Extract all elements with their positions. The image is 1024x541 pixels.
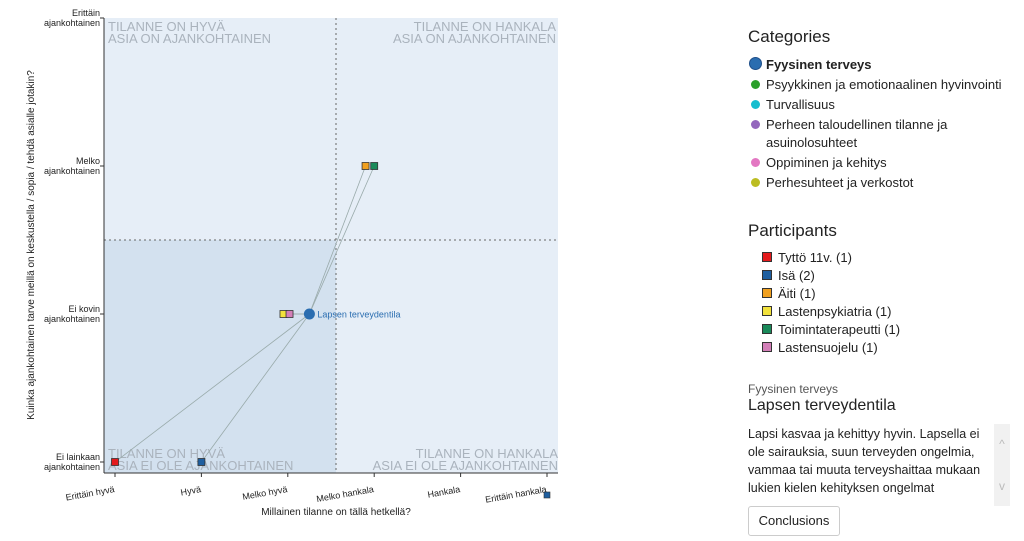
participant-label: Äiti (1): [778, 286, 816, 301]
answer-marker[interactable]: [370, 162, 379, 170]
y-axis-title: Kuinka ajankohtainen tarve meillä on kes…: [26, 70, 37, 420]
category-dot-icon: [751, 80, 760, 89]
x-tick-label: Hyvä: [180, 484, 202, 497]
participant-item[interactable]: Lastenpsykiatria (1): [762, 303, 1002, 321]
answer-marker[interactable]: [111, 458, 119, 466]
y-tick-label: Ei kovin: [68, 304, 100, 314]
category-item[interactable]: Perhesuhteet ja verkostot: [748, 174, 1013, 192]
participant-square-icon: [762, 270, 772, 280]
y-tick-label: Ei lainkaan: [56, 452, 100, 462]
connector-line: [309, 165, 366, 315]
quadrant-label: TILANNE ON HYVÄ: [108, 446, 225, 461]
connector-line: [309, 165, 375, 315]
category-dot-icon: [751, 120, 760, 129]
scroll-up-icon[interactable]: ^: [999, 437, 1005, 451]
x-tick-label: Erittäin hankala: [485, 484, 548, 505]
participant-square-icon: [762, 252, 772, 262]
answer-marker[interactable]: [361, 162, 370, 170]
participant-label: Toimintaterapeutti (1): [778, 322, 901, 337]
category-dot-icon: [751, 100, 760, 109]
category-dot-icon: [749, 57, 762, 70]
y-tick-label: ajankohtainen: [44, 18, 100, 28]
participant-legend: Tyttö 11v. (1) Isä (2) Äiti (1) Lastenpsyki…: [762, 249, 1002, 357]
category-item[interactable]: Fyysinen terveys: [748, 56, 1013, 74]
participant-square-icon: [762, 324, 772, 334]
detail-scrollbar[interactable]: ^ v: [994, 424, 1010, 506]
participant-item[interactable]: Äiti (1): [762, 285, 1002, 303]
participant-label: Lastenpsykiatria (1): [778, 304, 892, 319]
detail-category: Fyysinen terveys: [748, 382, 839, 396]
quadrant-label: TILANNE ON HANKALA: [414, 19, 557, 34]
participant-label: Lastensuojelu (1): [778, 340, 878, 355]
answer-marker[interactable]: [197, 458, 206, 466]
category-item[interactable]: Psyykkinen ja emotionaalinen hyvinvointi: [748, 76, 1013, 94]
participant-item[interactable]: Toimintaterapeutti (1): [762, 321, 1002, 339]
y-tick-label: ajankohtainen: [44, 314, 100, 324]
quadrant-label: ASIA ON AJANKOHTAINEN: [393, 31, 556, 46]
y-tick-label: ajankohtainen: [44, 462, 100, 472]
quadrant-label: ASIA ON AJANKOHTAINEN: [108, 31, 271, 46]
category-label: Turvallisuus: [766, 97, 835, 112]
participant-square-icon: [762, 288, 772, 298]
scroll-down-icon[interactable]: v: [999, 479, 1005, 493]
quadrant-label: TILANNE ON HYVÄ: [108, 19, 225, 34]
participant-square-icon: [762, 342, 772, 352]
categories-title: Categories: [748, 27, 831, 46]
quadrant-label: ASIA EI OLE AJANKOHTAINEN: [373, 458, 558, 473]
category-item[interactable]: Perheen taloudellinen tilanne ja asuinol…: [748, 116, 1013, 152]
x-tick-label: Hankala: [427, 484, 461, 500]
quadrant-highlight: [104, 240, 336, 473]
participant-square-icon: [762, 306, 772, 316]
answer-marker[interactable]: [543, 491, 551, 499]
x-axis-title: Millainen tilanne on tällä hetkellä?: [261, 507, 411, 518]
participant-item[interactable]: Tyttö 11v. (1): [762, 249, 1002, 267]
conclusions-button[interactable]: Conclusions: [748, 506, 840, 536]
y-tick-label: Melko: [76, 156, 100, 166]
main-point[interactable]: [303, 308, 315, 320]
participant-label: Tyttö 11v. (1): [778, 250, 852, 265]
participant-label: Isä (2): [778, 268, 815, 283]
y-tick-label: Erittäin: [72, 8, 100, 18]
connector-line: [201, 313, 310, 463]
category-label: Fyysinen terveys: [766, 57, 872, 72]
category-item[interactable]: Turvallisuus: [748, 96, 1013, 114]
quadrant-label: TILANNE ON HANKALA: [416, 446, 559, 461]
category-label: Perheen taloudellinen tilanne ja asuinol…: [766, 117, 948, 150]
participant-item[interactable]: Lastensuojelu (1): [762, 339, 1002, 357]
detail-description: Lapsi kasvaa ja kehittyy hyvin. Lapsella…: [748, 427, 981, 495]
y-tick-label: ajankohtainen: [44, 166, 100, 176]
x-tick-label: Erittäin hyvä: [65, 484, 116, 502]
connector-line: [114, 313, 310, 463]
x-tick-label: Melko hyvä: [242, 484, 289, 502]
x-tick-label: Melko hankala: [316, 484, 375, 504]
main-point-label: Lapsen terveydentila: [317, 310, 400, 320]
detail-title: Lapsen terveydentila: [748, 397, 896, 414]
participants-title: Participants: [748, 221, 837, 240]
answer-marker[interactable]: [285, 310, 294, 318]
category-item[interactable]: Oppiminen ja kehitys: [748, 154, 1013, 172]
category-label: Perhesuhteet ja verkostot: [766, 175, 914, 190]
category-dot-icon: [751, 178, 760, 187]
category-dot-icon: [751, 158, 760, 167]
category-label: Oppiminen ja kehitys: [766, 155, 887, 170]
participant-item[interactable]: Isä (2): [762, 267, 1002, 285]
category-list: Fyysinen terveys Psyykkinen ja emotionaal…: [748, 56, 1013, 194]
category-label: Psyykkinen ja emotionaalinen hyvinvointi: [766, 77, 1002, 92]
